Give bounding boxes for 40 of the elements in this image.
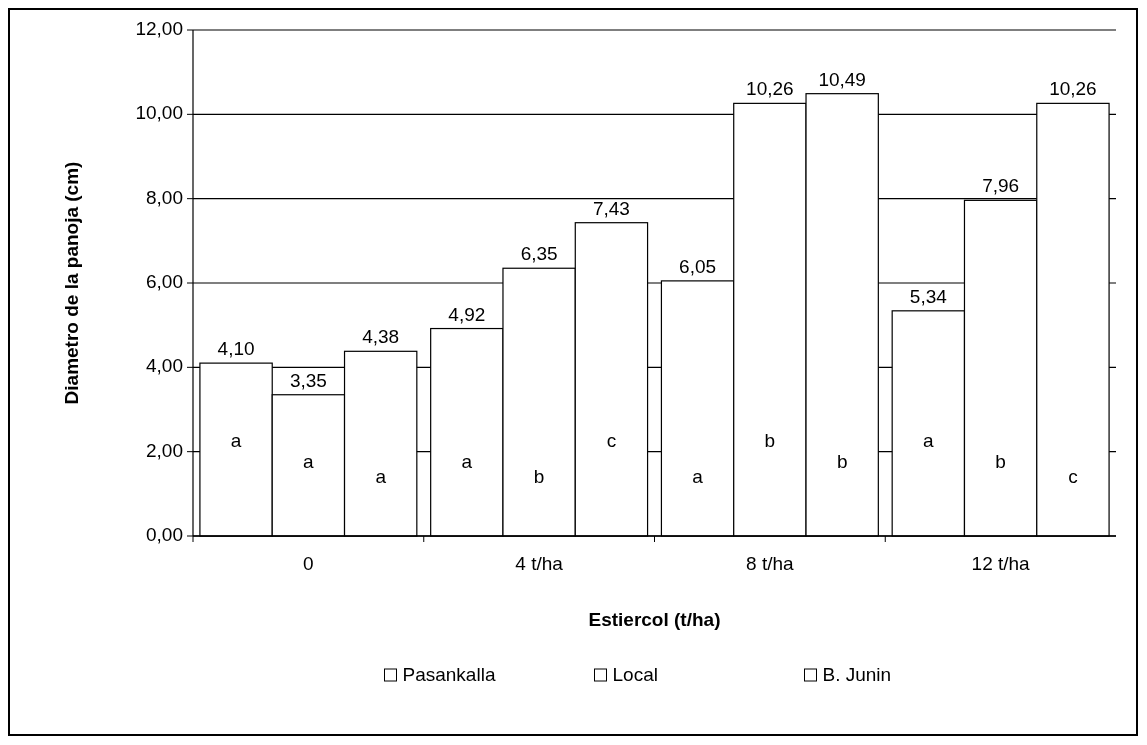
data-label: 3,35	[289, 369, 327, 391]
x-axis-title: Estiercol (t/ha)	[588, 609, 721, 630]
data-label: 4,38	[362, 326, 400, 348]
annotation: b	[995, 451, 1006, 473]
x-tick-label: 0	[303, 553, 314, 574]
data-label: 7,96	[982, 175, 1020, 197]
annotation: b	[836, 451, 848, 473]
data-label: 4,92	[448, 303, 486, 325]
annotation: a	[375, 466, 387, 488]
y-tick-label: 0,00	[146, 524, 183, 546]
legend-label: B. Junin	[822, 664, 892, 686]
data-label: 7,43	[592, 197, 630, 219]
annotation: a	[692, 466, 704, 488]
data-label: 4,10	[217, 338, 255, 360]
y-tick-label: 12,00	[135, 18, 183, 40]
data-label: 10,26	[1049, 78, 1097, 100]
annotation: b	[533, 466, 545, 488]
y-tick-label: 8,00	[146, 186, 183, 208]
data-label: 10,26	[746, 78, 794, 100]
x-tick-label: 4 t/ha	[515, 553, 564, 574]
data-label: 6,35	[520, 243, 558, 265]
annotation: c	[1068, 466, 1078, 488]
annotation: a	[303, 451, 315, 473]
x-tick-label: 8 t/ha	[746, 553, 795, 574]
y-axis-title: Diametro de la panoja (cm)	[61, 161, 82, 405]
y-tick-label: 2,00	[146, 439, 183, 461]
y-tick-label: 10,00	[135, 102, 183, 124]
annotation: b	[764, 430, 776, 452]
data-label: 5,34	[909, 285, 948, 307]
y-tick-label: 4,00	[146, 355, 183, 377]
data-label: 10,49	[818, 68, 866, 90]
legend-label: Pasankalla	[402, 664, 496, 686]
annotation: a	[461, 451, 473, 473]
y-tick-label: 6,00	[146, 271, 183, 293]
annotation: c	[606, 430, 617, 452]
data-label: 6,05	[679, 255, 717, 277]
annotation: a	[923, 430, 935, 452]
x-tick-label: 12 t/ha	[971, 553, 1031, 574]
annotation: a	[230, 430, 242, 452]
legend-label: Local	[612, 664, 658, 686]
